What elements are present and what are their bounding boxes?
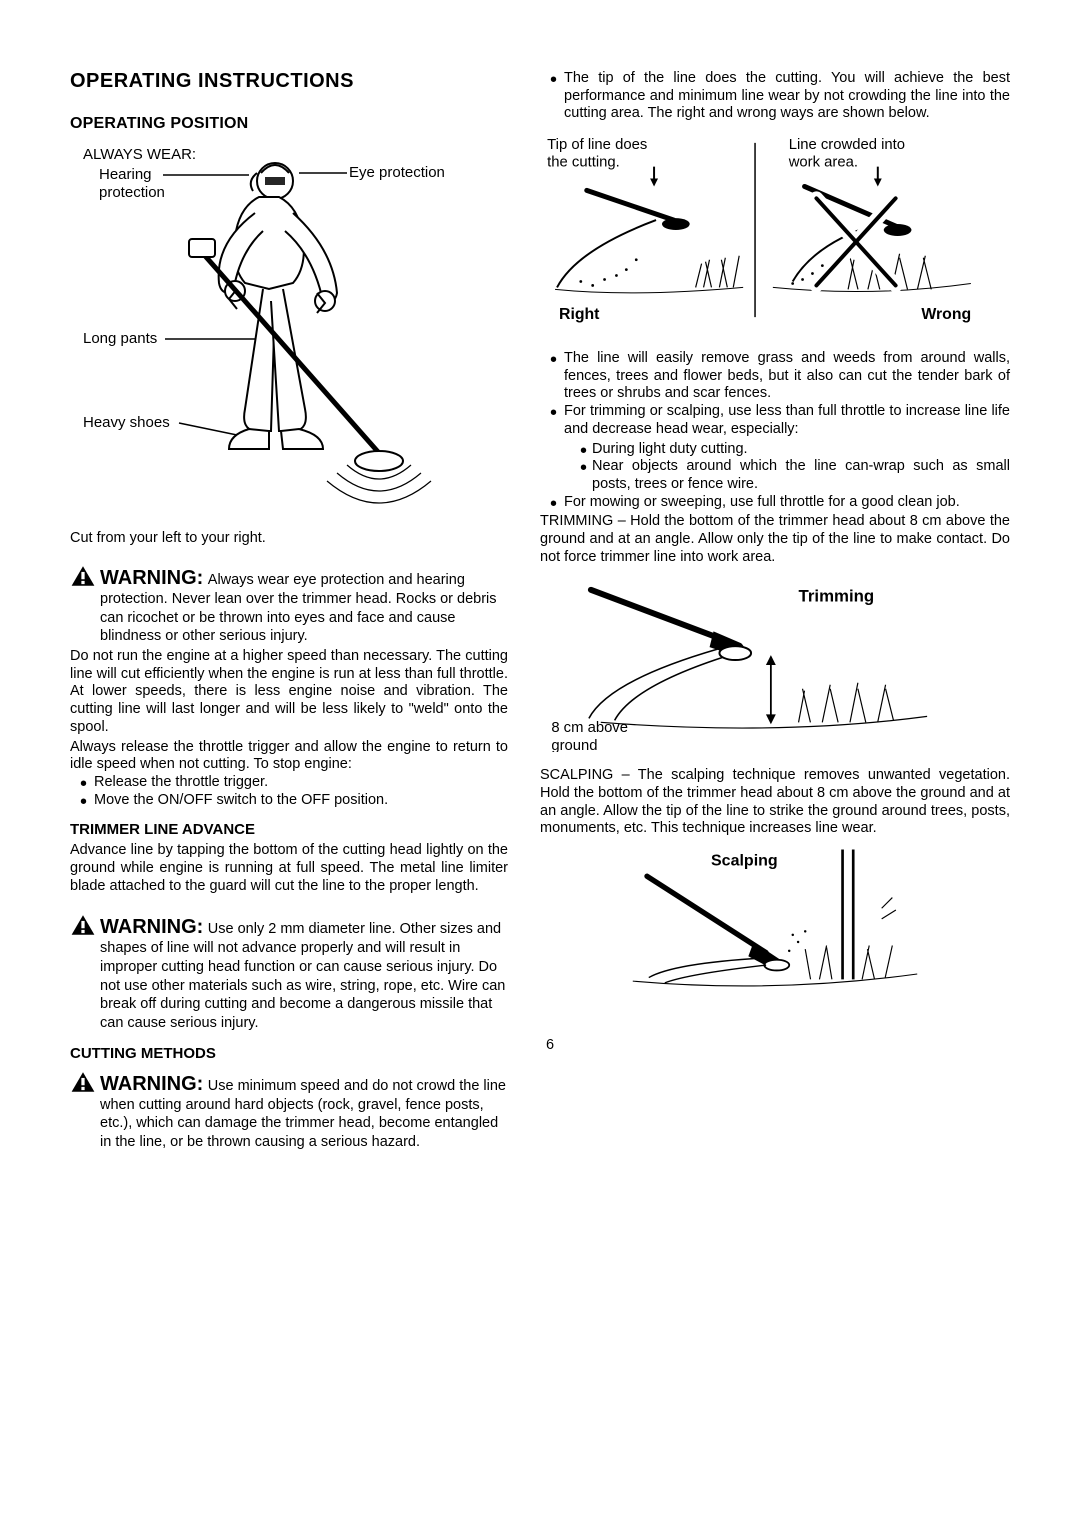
page-title: OPERATING INSTRUCTIONS <box>70 70 508 93</box>
label-trimming: Trimming <box>799 587 875 606</box>
list-item: During light duty cutting. <box>580 441 1010 459</box>
list-item: For mowing or sweeping, use full throttl… <box>550 494 1010 512</box>
para-advance: Advance line by tapping the bottom of th… <box>70 842 508 895</box>
label-long-pants: Long pants <box>83 330 157 347</box>
warning-label: WARNING: <box>100 1073 203 1095</box>
label-tip2: the cutting. <box>547 155 620 171</box>
label-tip1: Tip of line does <box>547 137 647 153</box>
figure-scalping: Scalping <box>540 846 1010 1011</box>
list-item: The tip of the line does the cutting. Yo… <box>550 70 1010 123</box>
label-8cm-1: 8 cm above <box>551 721 628 737</box>
warning-icon <box>70 564 96 588</box>
para-release: Always release the throttle trigger and … <box>70 739 508 774</box>
list-item: Release the throttle trigger. <box>80 774 508 792</box>
warning-icon <box>70 1070 96 1094</box>
list-item: Move the ON/OFF switch to the OFF positi… <box>80 792 508 810</box>
list-item: The line will easily remove grass and we… <box>550 350 1010 403</box>
page-number: 6 <box>546 1037 1010 1053</box>
label-right: Right <box>559 306 600 323</box>
warning-icon <box>70 913 96 937</box>
heading-methods: CUTTING METHODS <box>70 1045 508 1062</box>
figure-caption: Cut from your left to your right. <box>70 530 508 546</box>
label-eye: Eye protection <box>349 164 445 181</box>
list-item: Near objects around which the line can-w… <box>580 458 1010 493</box>
warning-label: WARNING: <box>100 567 203 589</box>
heading-advance: TRIMMER LINE ADVANCE <box>70 821 508 838</box>
heading-op-position: OPERATING POSITION <box>70 115 508 133</box>
label-8cm-2: ground <box>551 738 597 752</box>
warning-label: WARNING: <box>100 916 203 938</box>
para-speed: Do not run the engine at a higher speed … <box>70 648 508 736</box>
label-wrong: Wrong <box>921 306 971 323</box>
label-crowd2: work area. <box>788 155 858 171</box>
label-hearing: Hearing <box>99 166 152 183</box>
label-heavy-shoes: Heavy shoes <box>83 414 170 431</box>
para-scalping: SCALPING – The scalping technique remove… <box>540 767 1010 838</box>
para-trimming: TRIMMING – Hold the bottom of the trimme… <box>540 513 1010 566</box>
label-crowd1: Line crowded into <box>789 137 905 153</box>
figure-operator: ALWAYS WEAR: Hearing protection Eye prot… <box>70 143 508 546</box>
label-always-wear: ALWAYS WEAR: <box>83 146 196 163</box>
list-item: For trimming or scalping, use less than … <box>550 403 1010 493</box>
figure-right-wrong: Tip of line does the cutting. Line crowd… <box>540 131 1010 334</box>
label-protection: protection <box>99 184 165 201</box>
label-scalping: Scalping <box>711 853 778 870</box>
figure-trimming: Trimming 8 cm <box>540 574 1010 757</box>
